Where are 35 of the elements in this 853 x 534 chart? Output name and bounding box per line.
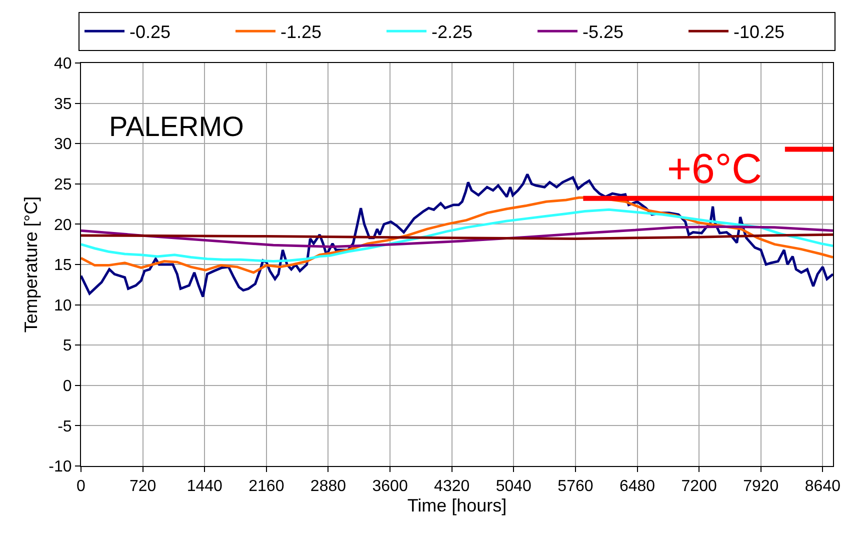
legend-label: -5.25 bbox=[582, 22, 624, 42]
y-tick-label: 35 bbox=[54, 96, 72, 113]
y-tick-label: 20 bbox=[54, 216, 72, 234]
x-axis-title: Time [hours] bbox=[407, 495, 507, 516]
annotation: PALERMO bbox=[109, 111, 244, 142]
x-tick-label: 2880 bbox=[310, 478, 346, 496]
y-tick-label: -10 bbox=[48, 458, 72, 476]
legend-label: -1.25 bbox=[280, 22, 322, 42]
line-series bbox=[81, 225, 833, 248]
x-tick-label: 8640 bbox=[804, 478, 841, 496]
y-tick-label: 5 bbox=[62, 338, 72, 355]
y-axis-title: Temperature [°C] bbox=[20, 196, 41, 333]
x-tick-label: 3600 bbox=[372, 478, 408, 496]
y-tick-label: -5 bbox=[58, 418, 72, 436]
x-tick-label: 2160 bbox=[248, 478, 284, 496]
x-tick-label: 6480 bbox=[619, 478, 656, 496]
legend-label: -0.25 bbox=[130, 22, 171, 42]
x-tick-label: 5760 bbox=[558, 478, 594, 496]
y-tick-label: 40 bbox=[54, 56, 72, 73]
x-tick-label: 720 bbox=[129, 478, 156, 496]
line-series bbox=[81, 208, 833, 263]
legend-label: -2.25 bbox=[432, 22, 473, 42]
x-tick-label: 0 bbox=[76, 478, 86, 496]
x-tick-label: 5040 bbox=[496, 478, 532, 496]
x-tick-label: 4320 bbox=[434, 478, 470, 496]
y-tick-label: 0 bbox=[62, 378, 72, 395]
y-tick-label: 15 bbox=[54, 257, 72, 274]
y-tick-label: 10 bbox=[54, 297, 72, 314]
x-tick-label: 7200 bbox=[681, 478, 717, 496]
y-tick-label: 25 bbox=[54, 176, 72, 194]
y-tick-label: 30 bbox=[54, 136, 72, 154]
x-tick-label: 7920 bbox=[743, 478, 779, 496]
annotation: +6°C bbox=[667, 145, 762, 192]
x-tick-label: 1440 bbox=[186, 478, 223, 496]
legend-label: -10.25 bbox=[734, 22, 785, 42]
